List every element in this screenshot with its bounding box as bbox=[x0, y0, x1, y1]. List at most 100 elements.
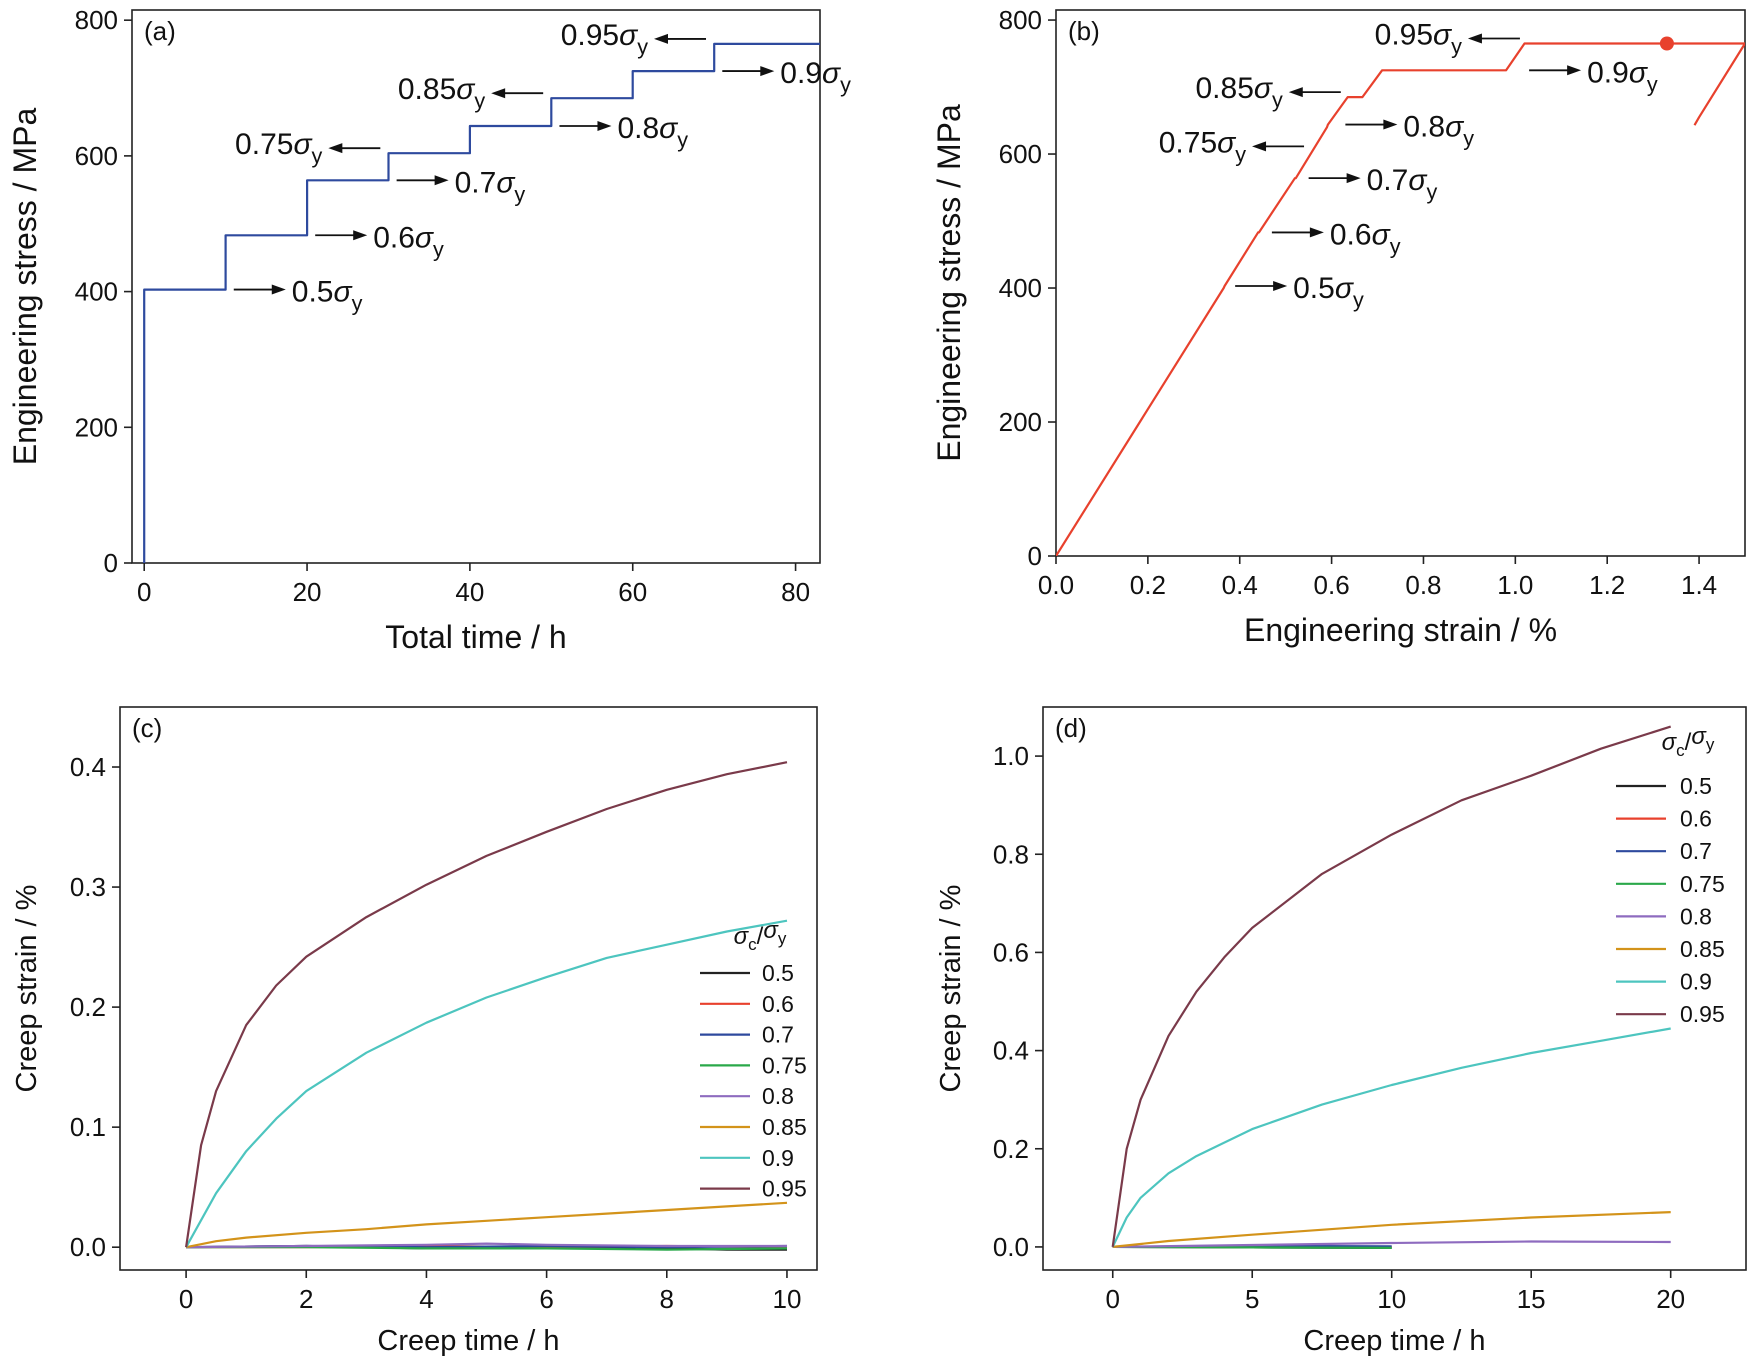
x-tick-label: 0.4 bbox=[1222, 570, 1258, 600]
legend: σc/σy 0.5 0.6 0.7 0.75 0.8 0.85 0.9 0.95 bbox=[700, 917, 807, 1202]
y-tick-label: 1.0 bbox=[993, 741, 1029, 771]
x-tick-label: 0.8 bbox=[1405, 570, 1441, 600]
y-axis-title: Creep strain / % bbox=[11, 885, 43, 1093]
annotation-label: 0.8σy bbox=[617, 112, 688, 152]
y-tick-label: 800 bbox=[75, 5, 118, 35]
arrow-head-icon bbox=[491, 88, 506, 99]
data-area bbox=[1111, 725, 1672, 1250]
level-annotation: 0.95σy bbox=[561, 19, 707, 59]
arrow-head-icon bbox=[760, 66, 775, 77]
arrow-head-icon bbox=[1346, 173, 1361, 184]
arrow-head-icon bbox=[271, 284, 286, 295]
annotation-label: 0.95σy bbox=[1375, 18, 1462, 58]
y-axis-title: Creep strain / % bbox=[935, 885, 967, 1093]
annotation-label: 0.9σy bbox=[780, 57, 851, 97]
arrow-head-icon bbox=[1288, 87, 1303, 98]
arrow-head-icon bbox=[1309, 227, 1324, 238]
x-tick-label: 0 bbox=[179, 1284, 193, 1314]
level-annotation: 0.75σy bbox=[235, 128, 381, 168]
x-tick-label: 60 bbox=[618, 577, 647, 607]
x-tick-label: 10 bbox=[772, 1284, 801, 1314]
x-tick-label: 20 bbox=[1656, 1284, 1685, 1314]
legend-entry-label: 0.5 bbox=[762, 960, 794, 986]
series-line-0.95 bbox=[1111, 725, 1672, 1248]
data-point-marker bbox=[1659, 36, 1674, 51]
y-tick-label: 600 bbox=[999, 139, 1042, 169]
series-line-0.85 bbox=[1112, 1211, 1671, 1248]
level-annotation: 0.6σy bbox=[315, 221, 444, 261]
x-tick-label: 1.2 bbox=[1589, 570, 1625, 600]
x-tick-label: 2 bbox=[299, 1284, 313, 1314]
x-axis-title: Creep time / h bbox=[1303, 1325, 1485, 1357]
legend-entry-label: 0.75 bbox=[762, 1052, 807, 1078]
x-axis-title: Creep time / h bbox=[377, 1325, 559, 1357]
x-tick-label: 10 bbox=[1377, 1284, 1406, 1314]
level-annotation: 0.85σy bbox=[1196, 72, 1341, 112]
annotation-label: 0.5σy bbox=[1293, 272, 1364, 312]
annotation-label: 0.6σy bbox=[373, 221, 444, 261]
legend-entry-label: 0.9 bbox=[762, 1145, 794, 1171]
annotation-label: 0.9σy bbox=[1587, 56, 1658, 96]
series-line-0.8 bbox=[1112, 1240, 1671, 1248]
legend-entry-label: 0.85 bbox=[762, 1114, 807, 1140]
y-tick-label: 0.0 bbox=[70, 1232, 106, 1262]
annotation-label: 0.75σy bbox=[1159, 126, 1246, 166]
annotation-label: 0.8σy bbox=[1403, 111, 1474, 151]
x-tick-label: 1.0 bbox=[1497, 570, 1533, 600]
plot-frame bbox=[119, 706, 818, 1271]
x-axis-title: Engineering strain / % bbox=[1244, 612, 1557, 648]
panel-label: (b) bbox=[1068, 16, 1100, 46]
y-tick-label: 400 bbox=[999, 273, 1042, 303]
y-tick-label: 0.4 bbox=[993, 1036, 1029, 1066]
x-tick-label: 80 bbox=[781, 577, 810, 607]
x-tick-label: 4 bbox=[419, 1284, 433, 1314]
series-line-0.9 bbox=[1111, 1027, 1671, 1248]
x-tick-label: 20 bbox=[293, 577, 322, 607]
annotation-label: 0.75σy bbox=[235, 128, 322, 168]
x-tick-label: 0.6 bbox=[1314, 570, 1350, 600]
y-axis-title: Engineering stress / MPa bbox=[7, 108, 43, 466]
arrow-head-icon bbox=[1567, 65, 1582, 76]
series-line-0.85 bbox=[185, 1201, 788, 1249]
x-tick-label: 6 bbox=[539, 1284, 553, 1314]
panel-label: (a) bbox=[144, 16, 176, 46]
level-annotation: 0.7σy bbox=[1308, 164, 1438, 204]
x-tick-label: 1.4 bbox=[1681, 570, 1717, 600]
legend-entry-label: 0.7 bbox=[762, 1022, 794, 1048]
x-tick-label: 0.2 bbox=[1130, 570, 1166, 600]
panel-b: (b) 0.0 0.2 0.4 0.6 0.8 1.0 1.2 1.4 0 200 400 600 800… bbox=[931, 5, 1746, 648]
x-tick-label: 0 bbox=[1106, 1284, 1120, 1314]
y-tick-label: 200 bbox=[999, 407, 1042, 437]
plot-frame bbox=[131, 9, 821, 564]
legend-entry-label: 0.95 bbox=[1680, 1001, 1725, 1027]
arrow-head-icon bbox=[1273, 281, 1288, 292]
x-tick-label: 0.0 bbox=[1038, 570, 1074, 600]
level-annotation: 0.9σy bbox=[722, 57, 851, 97]
legend-entry-label: 0.5 bbox=[1680, 773, 1712, 799]
data-area bbox=[1056, 42, 1745, 556]
arrow-head-icon bbox=[328, 143, 343, 154]
x-tick-label: 5 bbox=[1245, 1284, 1259, 1314]
y-tick-label: 0 bbox=[104, 548, 118, 578]
series-line-0 bbox=[143, 42, 820, 563]
level-annotation: 0.95σy bbox=[1375, 18, 1520, 58]
level-annotation: 0.7σy bbox=[396, 166, 525, 206]
legend-entry-label: 0.75 bbox=[1680, 871, 1725, 897]
annotation-label: 0.6σy bbox=[1330, 218, 1401, 258]
y-tick-label: 0.6 bbox=[993, 937, 1029, 967]
x-tick-label: 0 bbox=[137, 577, 151, 607]
level-annotation: 0.75σy bbox=[1159, 126, 1305, 166]
arrow-head-icon bbox=[1383, 119, 1398, 130]
arrow-head-icon bbox=[1252, 141, 1267, 152]
plot-frame bbox=[1042, 706, 1747, 1271]
y-tick-label: 200 bbox=[75, 412, 118, 442]
annotation-label: 0.7σy bbox=[1367, 164, 1438, 204]
panel-label: (d) bbox=[1055, 713, 1087, 743]
y-tick-label: 0.2 bbox=[70, 992, 106, 1022]
arrow-head-icon bbox=[434, 175, 449, 186]
arrow-head-icon bbox=[353, 230, 368, 241]
legend-entry-label: 0.9 bbox=[1680, 969, 1712, 995]
legend-entry-label: 0.6 bbox=[762, 991, 794, 1017]
series-line-0.9 bbox=[185, 919, 788, 1248]
